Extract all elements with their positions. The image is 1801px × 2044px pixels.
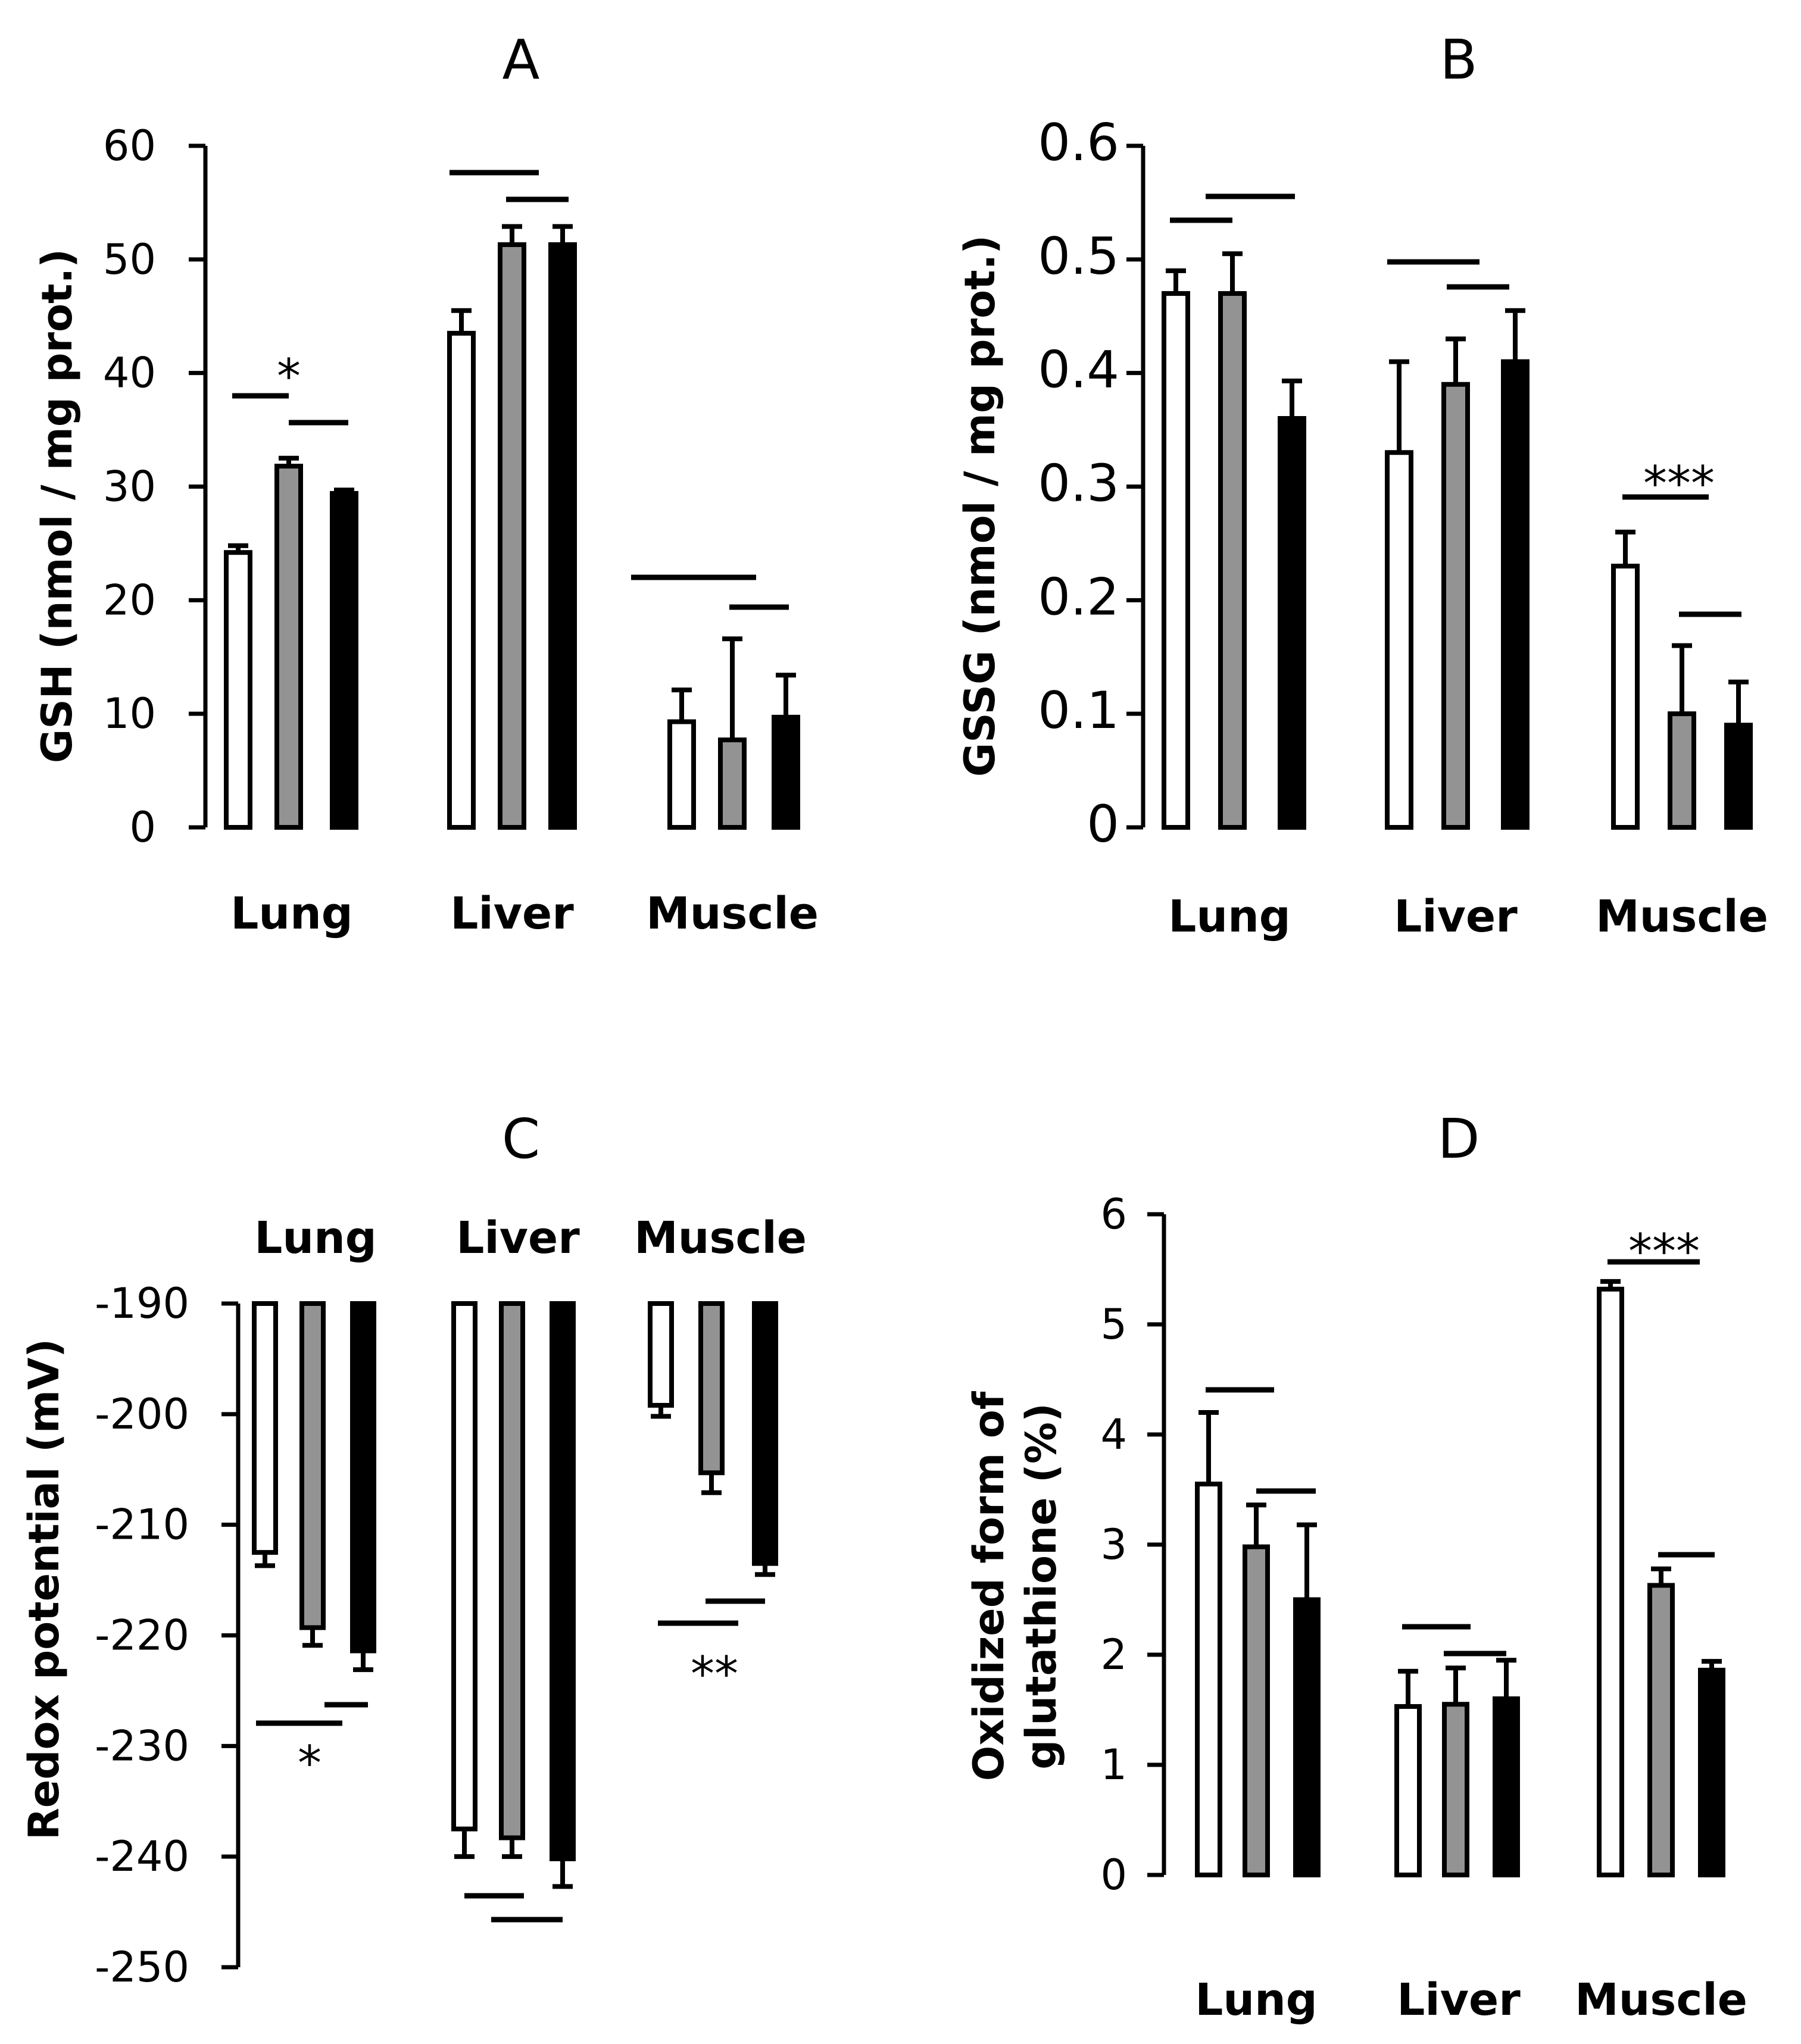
panel-a-y-tick-label: 60	[103, 121, 156, 170]
bar-d-lung-group2	[1243, 1544, 1270, 1877]
bar-d-liver-group2	[1442, 1702, 1469, 1877]
panel-b-significance-muscle: ***	[1643, 456, 1715, 511]
panel-d-y-tick-label: 4	[1100, 1410, 1127, 1459]
panel-d-ylabel-line1: Oxidized form of	[965, 1390, 1013, 1781]
panel-c-significance-muscle: **	[691, 1646, 738, 1702]
panel-a-y-tick-label: 20	[103, 576, 156, 624]
panel-a-y-tick-label: 50	[103, 235, 156, 284]
bar-b-liver-group3	[1501, 359, 1530, 830]
bar-a-muscle-group1	[667, 719, 696, 830]
panel-c-y-tick-label: -210	[95, 1501, 189, 1549]
panel-d-ylabel: Oxidized form of glutathione (%)	[965, 1390, 1066, 1781]
bar-c-liver-group2	[499, 1301, 525, 1840]
bar-c-liver-group1	[451, 1301, 477, 1832]
panel-c-y-tick-label: -190	[95, 1279, 189, 1328]
bar-a-lung-group3	[330, 490, 358, 830]
panel-b-y-tick-label: 0.5	[1038, 227, 1119, 286]
panel-a-y-tick-label: 0	[129, 803, 156, 852]
panel-c-title: C	[502, 1107, 540, 1171]
bar-a-lung-group1	[224, 550, 252, 830]
panel-d-y-tick-label: 1	[1100, 1740, 1127, 1789]
bar-d-muscle-group1	[1597, 1286, 1624, 1878]
panel-b-category-muscle: Muscle	[1596, 891, 1768, 942]
bar-c-lung-group2	[299, 1301, 326, 1630]
panel-b-y-tick-label: 0.1	[1038, 681, 1119, 740]
bar-b-lung-group3	[1278, 416, 1306, 830]
panel-a-plot: 0 10 20 30 40 50 60	[103, 121, 800, 852]
panel-a-y-tick-label: 30	[103, 462, 156, 511]
panel-a-category-muscle: Muscle	[646, 888, 819, 939]
bar-c-muscle-group2	[698, 1301, 725, 1476]
bar-a-liver-group2	[498, 242, 526, 830]
bar-b-lung-group1	[1162, 291, 1190, 830]
bar-c-muscle-group1	[648, 1301, 674, 1408]
panel-d-title: D	[1438, 1107, 1480, 1171]
panel-b-category-lung: Lung	[1168, 891, 1291, 942]
panel-b-y-tick-label: 0.6	[1038, 113, 1119, 173]
bar-d-lung-group3	[1293, 1597, 1321, 1877]
panel-c-category-muscle: Muscle	[634, 1212, 807, 1264]
panel-c-plot: -190 -200 -210 -220 -230 -240 -250	[95, 1279, 778, 1992]
panel-d-category-lung: Lung	[1195, 1974, 1318, 2026]
panel-a-category-lung: Lung	[230, 888, 353, 939]
panel-d-category-liver: Liver	[1397, 1974, 1521, 2026]
panel-b-y-tick-label: 0.4	[1038, 340, 1119, 400]
bar-c-liver-group3	[550, 1301, 576, 1861]
panel-b-title: B	[1440, 28, 1477, 92]
bar-d-liver-group1	[1394, 1704, 1422, 1877]
panel-c-category-liver: Liver	[456, 1212, 580, 1264]
panel-a-y-tick-label: 10	[103, 689, 156, 738]
bar-d-muscle-group3	[1698, 1667, 1725, 1877]
bar-a-liver-group3	[548, 242, 577, 830]
panel-a-ylabel: GSH (nmol / mg prot.)	[33, 249, 82, 763]
bar-a-lung-group2	[274, 464, 303, 830]
panel-c-ylabel: Redox potential (mV)	[20, 1339, 68, 1840]
panel-d-y-tick-label: 0	[1100, 1851, 1127, 1899]
panel-d-significance-muscle: ***	[1628, 1224, 1700, 1279]
panel-d-ylabel-line2: glutathione (%)	[1017, 1403, 1066, 1770]
bar-c-lung-group3	[350, 1301, 376, 1654]
panel-b-category-liver: Liver	[1394, 891, 1518, 942]
panel-c-y-tick-label: -240	[95, 1832, 189, 1881]
panel-a-title: A	[502, 28, 540, 92]
bar-d-liver-group3	[1493, 1696, 1520, 1877]
bar-c-muscle-group3	[752, 1301, 778, 1566]
panel-b-ylabel: GSSG (nmol / mg prot.)	[956, 235, 1004, 777]
bar-c-lung-group1	[252, 1301, 278, 1555]
panel-c-y-tick-label: -200	[95, 1390, 189, 1439]
panel-d-y-tick-label: 6	[1100, 1190, 1127, 1239]
bar-d-muscle-group2	[1647, 1583, 1675, 1877]
bar-b-muscle-group2	[1668, 711, 1696, 830]
panel-b-y-tick-label: 0.3	[1038, 454, 1119, 514]
bar-b-liver-group1	[1385, 450, 1413, 830]
panel-a-category-liver: Liver	[450, 888, 574, 939]
bar-a-liver-group1	[447, 330, 476, 830]
panel-c-category-lung: Lung	[254, 1212, 377, 1264]
bar-d-lung-group1	[1195, 1482, 1222, 1877]
panel-d-y-tick-label: 3	[1100, 1520, 1127, 1569]
panel-a-y-tick-label: 40	[103, 349, 156, 398]
bar-a-muscle-group2	[718, 737, 747, 830]
bar-a-muscle-group3	[772, 714, 800, 830]
bar-b-lung-group2	[1218, 291, 1247, 830]
bar-b-muscle-group1	[1611, 564, 1640, 830]
panel-b-y-tick-label: 0.2	[1038, 567, 1119, 627]
panel-d-plot: 0 1 2 3 4 5 6	[1100, 1190, 1725, 1899]
panel-b-plot: 0 0.1 0.2 0.3 0.4 0.5 0.6	[1038, 113, 1753, 854]
bar-b-muscle-group3	[1724, 723, 1753, 830]
bar-b-liver-group2	[1441, 382, 1470, 830]
panel-c-significance-lung: *	[298, 1736, 322, 1791]
panel-c-y-tick-label: -220	[95, 1611, 189, 1660]
panel-c-y-tick-label: -250	[95, 1943, 189, 1992]
panel-d-category-muscle: Muscle	[1575, 1974, 1747, 2026]
panel-d-y-tick-label: 5	[1100, 1300, 1127, 1349]
panel-d-y-tick-label: 2	[1100, 1630, 1127, 1679]
panel-b-y-tick-label: 0	[1087, 795, 1119, 854]
panel-c-y-tick-label: -230	[95, 1721, 189, 1770]
